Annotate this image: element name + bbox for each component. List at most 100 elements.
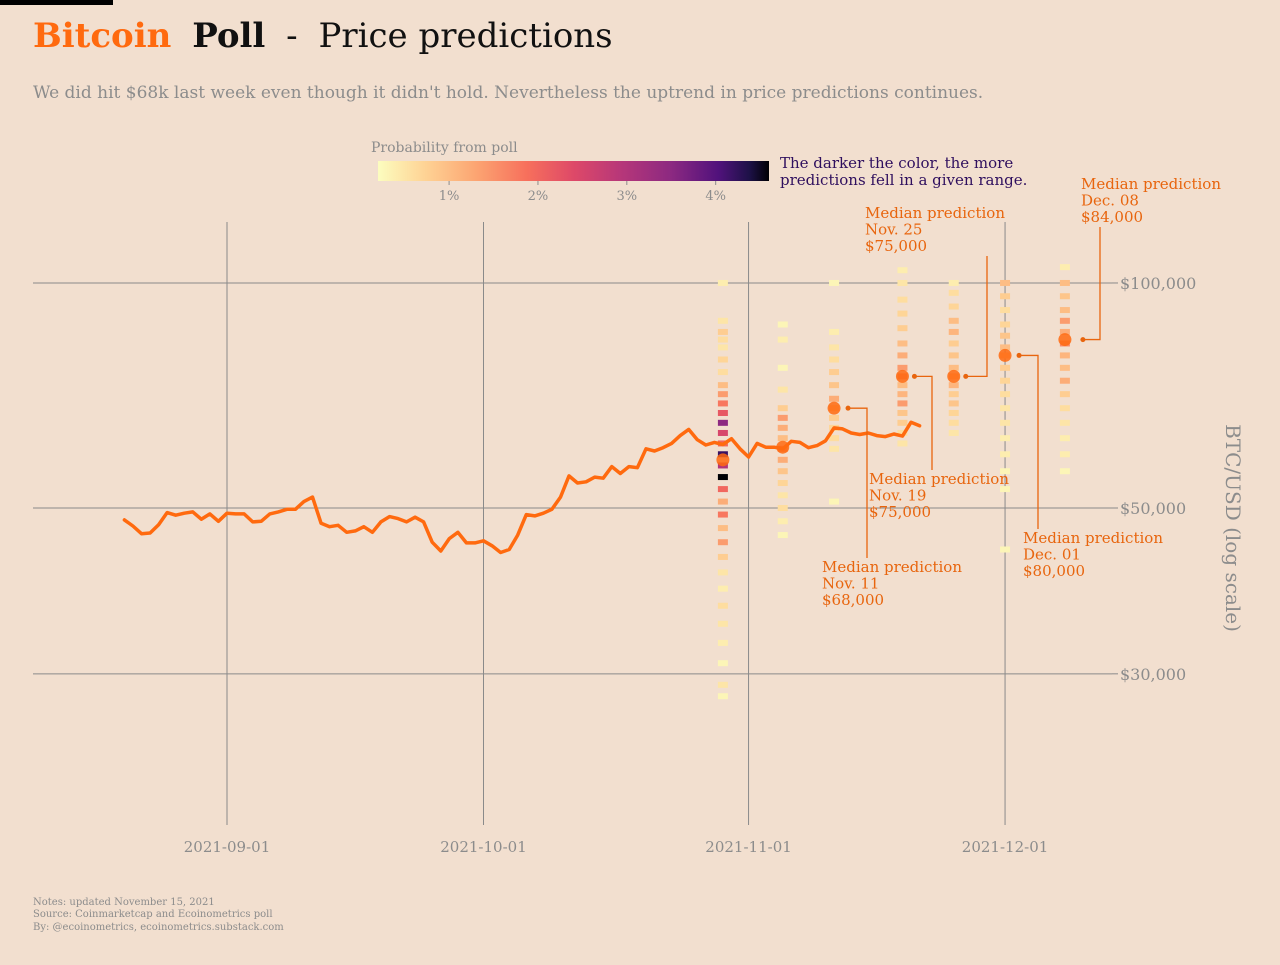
annotation-leader: [1019, 354, 1039, 529]
heatmap-cell: [948, 328, 959, 335]
y-tick-label: $100,000: [1120, 274, 1196, 293]
heatmap-cell: [829, 344, 840, 351]
title-brand: Bitcoin: [33, 16, 171, 56]
median-markers: [716, 333, 1072, 467]
annotation-label: Nov. 19: [869, 487, 926, 505]
heatmap-cell: [717, 511, 728, 518]
heatmap-cell: [1059, 328, 1070, 335]
heatmap-column: [1059, 264, 1070, 475]
legend-tick-label: 3%: [617, 189, 638, 204]
heatmap-cell: [829, 414, 840, 421]
heatmap-cell: [777, 364, 788, 371]
heatmap-cell: [717, 553, 728, 560]
median-point: [1058, 333, 1072, 347]
heatmap-cell: [948, 391, 959, 398]
heatmap-cell: [1059, 307, 1070, 314]
median-point: [947, 369, 961, 383]
annotation-label: Dec. 01: [1023, 546, 1081, 564]
heatmap-cell: [1000, 419, 1011, 426]
heatmap-cell: [1059, 317, 1070, 324]
heatmap-cell: [1000, 344, 1011, 351]
heatmap-cell: [717, 400, 728, 407]
legend-note-line1: The darker the color, the more: [780, 154, 1013, 172]
heatmap-cell: [897, 440, 908, 447]
title-poll: Poll: [192, 16, 265, 56]
heatmap-cell: [948, 352, 959, 359]
heatmap-cell: [717, 474, 728, 481]
heatmap-cell: [1000, 435, 1011, 442]
heatmap-cell: [1059, 419, 1070, 426]
heatmap-cell: [777, 424, 788, 431]
heatmap-cell: [1000, 307, 1011, 314]
y-tick-label: $50,000: [1120, 499, 1186, 518]
annotation-label: $84,000: [1081, 208, 1143, 226]
annotation-label: $75,000: [869, 503, 931, 521]
heatmap-cell: [717, 660, 728, 667]
axes: 2021-09-01 2021-10-01 2021-11-01 2021-12-01…: [184, 274, 1245, 856]
footer-notes: Notes: updated November 15, 2021: [33, 897, 215, 908]
heatmap-cell: [777, 405, 788, 412]
heatmap-cell: [948, 303, 959, 310]
heatmap-cell: [829, 356, 840, 363]
heatmap-cell: [829, 369, 840, 376]
top-accent-bar: [0, 0, 113, 5]
legend-title: Probability from poll: [371, 140, 518, 156]
heatmap-cell: [897, 267, 908, 274]
annotation-label: Median prediction: [1023, 529, 1163, 547]
annotation-label: $80,000: [1023, 562, 1085, 580]
heatmap-cell: [829, 395, 840, 402]
heatmap-cell: [717, 279, 728, 286]
heatmap-cell: [717, 336, 728, 343]
footer-byline: By: @ecoinometrics, ecoinometrics.substa…: [33, 922, 284, 933]
annotation-leader: [1082, 227, 1101, 341]
price-line: [122, 420, 922, 555]
heatmap-cell: [1059, 264, 1070, 271]
heatmap-cell: [777, 532, 788, 539]
heatmap-cell: [777, 435, 788, 442]
heatmap-cell: [897, 279, 908, 286]
heatmap-cell: [1059, 352, 1070, 359]
heatmap-cell: [829, 279, 840, 286]
heatmap-cell: [717, 317, 728, 324]
price-line-layer: [122, 420, 922, 555]
heatmap-cell: [717, 525, 728, 532]
heatmap-cell: [777, 492, 788, 499]
heatmap-cell: [948, 364, 959, 371]
heatmap-cell: [717, 539, 728, 546]
heatmap-cell: [948, 289, 959, 296]
heatmap-cell: [717, 328, 728, 335]
x-tick-label: 2021-10-01: [440, 838, 526, 856]
heatmap-cell: [1059, 405, 1070, 412]
y-axis-label: BTC/USD (log scale): [1221, 424, 1245, 632]
heatmap-cell: [717, 620, 728, 627]
annotation-label: Median prediction: [865, 204, 1005, 222]
median-point: [776, 440, 790, 454]
annotation-leader: [914, 375, 933, 470]
heatmap-cell: [897, 340, 908, 347]
x-tick-label: 2021-09-01: [184, 838, 270, 856]
heatmap-cell: [948, 409, 959, 416]
heatmap-cell: [1000, 451, 1011, 458]
heatmap-cell: [777, 321, 788, 328]
heatmap-cell: [1000, 364, 1011, 371]
heatmap-cell: [897, 409, 908, 416]
heatmap-cell: [897, 400, 908, 407]
annotation-label: Nov. 25: [865, 221, 922, 239]
median-point: [895, 369, 909, 383]
median-point: [827, 401, 841, 415]
heatmap-column: [897, 267, 908, 447]
heatmap-column: [948, 279, 959, 436]
heatmap-cell: [717, 419, 728, 426]
legend-note-line2: predictions fell in a given range.: [780, 171, 1027, 189]
y-tick-label: $30,000: [1120, 665, 1186, 684]
prediction-heatmap: [717, 264, 1070, 700]
heatmap-cell: [1059, 293, 1070, 300]
subtitle: We did hit $68k last week even though it…: [33, 83, 983, 103]
heatmap-cell: [897, 296, 908, 303]
heatmap-cell: [717, 391, 728, 398]
